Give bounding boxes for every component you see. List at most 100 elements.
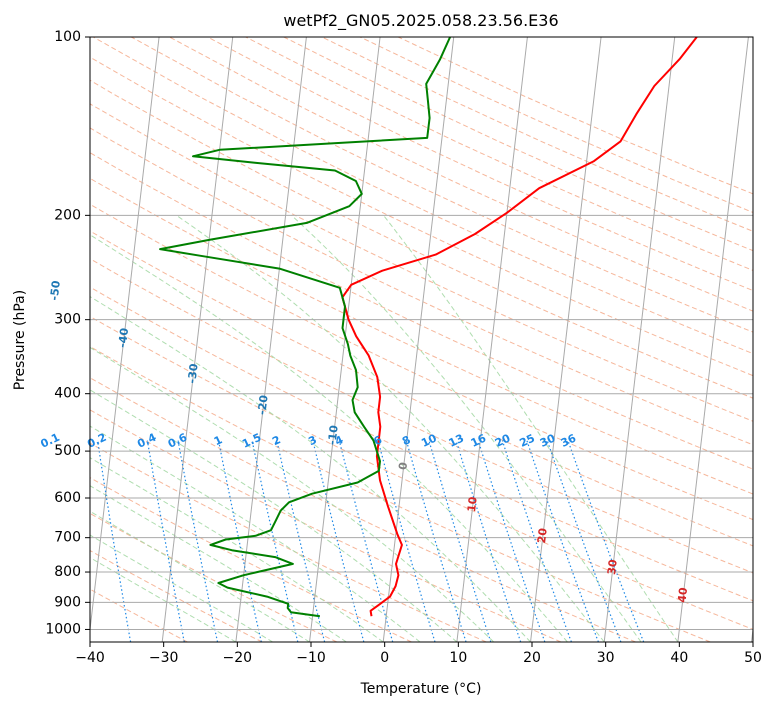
x-tick-label: 50: [744, 650, 762, 666]
dry-adiabat-line: [90, 230, 753, 547]
dry-adiabat-line: [169, 37, 753, 312]
isotherm-line: [677, 37, 749, 642]
mixing-ratio-line: [405, 440, 467, 642]
y-tick-label: 500: [54, 443, 81, 459]
moist-adiabat-line: [176, 214, 605, 642]
moist-adiabat-line: [90, 534, 273, 642]
dry-adiabat-line: [90, 258, 753, 574]
isotherm-label: -40: [116, 327, 131, 349]
mixing-ratio-label: 30: [538, 431, 558, 449]
mixing-ratio-label: 36: [559, 431, 579, 449]
y-axis-title: Pressure (hPa): [12, 290, 28, 390]
profile-series: [159, 37, 698, 618]
dry-adiabat-line: [90, 56, 753, 377]
isotherm-line: [235, 37, 307, 642]
dry-adiabat-line: [90, 286, 753, 602]
y-tick-label: 600: [54, 490, 81, 506]
dry-adiabat-line: [90, 442, 487, 642]
isotherm-line: [0, 37, 12, 642]
moist-adiabat-line: [90, 425, 421, 642]
dry-adiabat-line: [90, 315, 753, 630]
dry-adiabat-line: [92, 37, 753, 355]
mixing-ratio-label: 20: [493, 431, 513, 449]
chart-title: wetPf2_GN05.2025.058.23.56.E36: [283, 11, 558, 31]
y-tick-label: 800: [54, 564, 81, 580]
mixing-ratio-label: 16: [469, 431, 489, 449]
isotherm-label: -30: [185, 363, 200, 385]
moist-adiabat-line: [90, 346, 495, 642]
warm-isotherm-label: 30: [605, 558, 620, 575]
x-tick-label: −30: [149, 650, 179, 666]
warm-isotherm-label: 10: [465, 496, 480, 513]
dry-adiabat-line: [131, 37, 753, 333]
dry-adiabat-line: [90, 346, 711, 642]
mixing-ratio-line: [177, 440, 219, 642]
isotherm-line: [382, 37, 455, 642]
mixing-ratio-line: [546, 440, 622, 642]
dry-adiabat-line: [90, 103, 753, 422]
moist-adiabat-line: [90, 457, 384, 642]
mixing-ratio-line: [501, 440, 572, 642]
mixing-ratio-line: [276, 440, 326, 642]
plot-frame: [89, 36, 754, 643]
dry-adiabat-line: [90, 588, 188, 642]
dry-adiabat-line: [90, 409, 562, 642]
mixing-ratio-line: [526, 440, 599, 642]
y-tick-label: 100: [54, 29, 81, 45]
mixing-ratio-line: [312, 440, 365, 642]
y-tick-label: 1000: [45, 621, 81, 637]
moist-adiabat-line: [90, 295, 531, 642]
dry-adiabat-line: [90, 549, 263, 642]
moist-adiabat-line: [291, 214, 642, 642]
x-tick-label: 30: [597, 650, 615, 666]
isotherm-line: [309, 37, 381, 642]
moist-adiabat-line: [383, 214, 679, 642]
mixing-ratio-line: [251, 440, 299, 642]
x-tick-label: 20: [523, 650, 541, 666]
isotherm-line: [530, 37, 602, 642]
x-tick-label: −40: [75, 650, 105, 666]
x-axis-ticks: −40 −30 −20 −10 0 10 20 30 40 50: [75, 642, 762, 666]
dry-adiabat-line: [90, 377, 636, 642]
dewpoint-profile-line: [159, 37, 452, 618]
dry-adiabat-line: [90, 79, 753, 399]
y-tick-label: 200: [54, 207, 81, 223]
mixing-ratio-line: [217, 440, 262, 642]
freezing-isotherm-label: 0: [396, 461, 410, 470]
isotherm-line: [456, 37, 528, 642]
y-tick-label: 900: [54, 594, 81, 610]
mixing-ratio-line: [377, 440, 436, 642]
temperature-profile-line: [341, 37, 698, 617]
mixing-ratio-line: [97, 440, 132, 642]
isotherm-line: [161, 37, 234, 642]
plot-background: [90, 37, 753, 642]
x-tick-label: 40: [670, 650, 688, 666]
dry-adiabat-line: [90, 203, 753, 521]
mixing-ratio-label: 13: [447, 432, 466, 450]
isotherm-line: [90, 37, 160, 634]
isotherm-line: [751, 625, 753, 642]
warm-isotherm-label: 40: [675, 586, 690, 603]
y-tick-label: 700: [54, 530, 81, 546]
mixing-ratio-label: 25: [518, 432, 537, 450]
guide-lines: [0, 37, 753, 642]
y-tick-label: 300: [54, 312, 81, 328]
x-axis-title: Temperature (°C): [360, 681, 482, 697]
isotherm-label: -50: [48, 280, 63, 302]
x-tick-label: −20: [223, 650, 253, 666]
warm-isotherm-label: 20: [535, 527, 550, 544]
isotherm-label: -20: [255, 394, 270, 416]
isotherm-line: [603, 37, 676, 642]
mixing-ratio-label: 10: [419, 431, 439, 449]
guide-labels: -100-90-80-70-60-50-40-30-20-10010203040…: [39, 280, 691, 604]
x-tick-label: 0: [380, 650, 389, 666]
x-tick-label: 10: [449, 650, 467, 666]
mixing-ratio-line: [146, 440, 185, 642]
mixing-ratio-line: [338, 440, 394, 642]
dry-adiabat-line: [90, 177, 753, 495]
isotherm-label: -10: [326, 424, 341, 446]
y-tick-label: 400: [54, 386, 81, 402]
y-axis-ticks: 100 200 300 400 500 600 700 800 900 1000: [45, 29, 90, 637]
moist-adiabat-line: [90, 556, 237, 642]
